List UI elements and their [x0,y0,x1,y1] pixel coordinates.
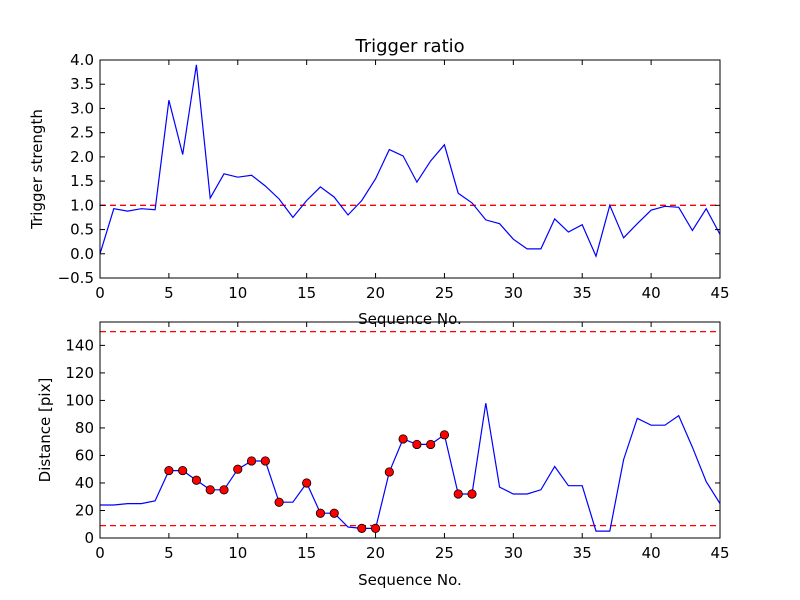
data-point-marker [260,456,270,466]
y-tick-label: −0.5 [58,269,94,287]
data-point-marker [205,485,215,495]
x-tick-label: 25 [435,544,454,562]
x-tick-label: 10 [228,544,247,562]
x-tick-label: 15 [297,544,316,562]
y-tick-label: 140 [65,336,94,354]
x-tick-label: 45 [710,284,729,302]
y-tick-label: 2.0 [70,148,94,166]
data-point-marker [453,489,463,499]
series-line [99,64,721,259]
y-tick-label: 120 [65,364,94,382]
x-tick-label: 45 [710,544,729,562]
x-tick-label: 20 [366,544,385,562]
y-tick-label: 3.5 [70,75,94,93]
y-axis-label: Trigger strength [28,109,46,230]
y-axis-label: Distance [pix] [36,378,54,483]
plot-frame [99,59,721,279]
x-tick-label: 5 [164,544,174,562]
y-tick-label: 3.0 [70,99,94,117]
x-tick-label: 15 [297,284,316,302]
y-tick-label: 1.5 [70,172,94,190]
x-tick-label: 0 [95,544,105,562]
x-tick-label: 10 [228,284,247,302]
x-axis-label: Sequence No. [358,571,462,589]
distance-panel: 0 5 10 15 20 25 30 35 40 45 0 20 40 60 80 100 120 140 Seq… [36,321,730,589]
x-tick-label: 35 [573,544,592,562]
y-tick-label: 2.5 [70,124,94,142]
data-point-marker [274,497,284,507]
distance-ticks: 0 5 10 15 20 25 30 35 40 45 0 20 40 60 80 100 120 140 [65,322,730,562]
plot-frame [99,321,721,539]
series-line [100,403,721,532]
y-tick-label: 0.5 [70,221,94,239]
y-tick-label: 0 [84,529,94,547]
y-tick-label: 20 [75,501,94,519]
data-point-marker [302,478,312,488]
data-point-marker [439,430,450,440]
data-point-marker [315,508,326,518]
x-tick-label: 40 [642,544,661,562]
y-tick-label: 40 [75,474,94,492]
data-point-marker [191,475,202,485]
x-tick-label: 35 [573,284,592,302]
data-point-marker [398,434,408,444]
trigger-ratio-data-layer [99,64,721,259]
data-point-marker [412,439,422,450]
x-tick-label: 40 [642,284,661,302]
trigger-ratio-ticks: 0 5 10 15 20 25 30 35 40 45 −0.5 0.0 0.5 1.0 1.5 2.0 2.5… [58,51,730,302]
y-tick-label: 1.0 [70,196,94,214]
y-tick-label: 80 [75,419,94,437]
data-point-marker [233,464,243,474]
distance-data-layer [100,330,721,533]
x-tick-label: 25 [435,284,454,302]
data-point-marker [246,456,257,466]
data-point-marker [384,467,394,477]
y-tick-label: 100 [65,391,94,409]
x-tick-label: 30 [504,284,523,302]
x-axis-label: Sequence No. [358,310,462,328]
data-point-marker [426,439,436,450]
x-tick-label: 0 [95,284,105,302]
data-point-marker [370,523,381,533]
y-tick-label: 60 [75,446,94,464]
data-point-marker [467,489,477,499]
y-tick-label: 4.0 [70,51,94,69]
x-tick-label: 30 [504,544,523,562]
data-point-marker [178,465,188,476]
y-tick-label: 0.0 [70,245,94,263]
data-point-marker [357,523,367,533]
trigger-ratio-panel: Trigger ratio 0 5 10 15 20 25 30 35 40 45−0.50.00… [28,36,730,328]
x-tick-label: 5 [164,284,174,302]
data-point-marker [329,508,339,518]
data-point-marker [219,485,229,495]
chart-title: Trigger ratio [354,36,464,57]
data-point-marker [164,465,174,476]
x-tick-label: 20 [366,284,385,302]
